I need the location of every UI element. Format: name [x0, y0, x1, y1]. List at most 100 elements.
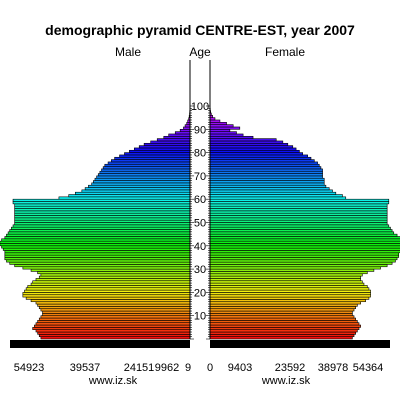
female-bar-age-81	[209, 147, 297, 151]
male-bar-age-26	[38, 275, 191, 279]
male-bar-age-79	[124, 152, 191, 156]
age-tick-label-20: 20	[194, 287, 206, 299]
male-bar-age-80	[129, 149, 191, 153]
female-bar-age-0	[209, 336, 353, 340]
male-bar-age-70	[97, 173, 191, 177]
male-bar-age-48	[12, 224, 191, 228]
male-bar-age-83	[143, 142, 191, 146]
female-bar-age-70	[209, 173, 323, 177]
female-bar-age-35	[209, 254, 400, 258]
female-bar-age-84	[209, 140, 284, 144]
female-bar-age-28	[209, 271, 368, 275]
female-bar-age-54	[209, 210, 388, 214]
female-bar-age-23	[209, 282, 365, 286]
female-bar-age-16	[209, 299, 366, 303]
male-bar-age-22	[27, 285, 191, 289]
female-bar-age-12	[209, 308, 355, 312]
x-tick-right-1: 9403	[228, 362, 252, 374]
female-bar-age-4	[209, 327, 360, 330]
male-bar-age-63	[81, 189, 191, 193]
male-bar-age-31	[14, 264, 191, 268]
female-bar-age-76	[209, 159, 315, 163]
female-bar-age-2	[209, 331, 356, 335]
male-bar-age-0	[40, 336, 191, 340]
age-tick-label-80: 80	[194, 148, 206, 160]
male-bar-age-50	[14, 219, 191, 223]
female-bar-age-34	[209, 257, 398, 261]
male-bar-age-39	[1, 245, 191, 249]
male-bar-age-27	[40, 273, 191, 277]
male-bar-age-8	[38, 317, 191, 321]
male-bar-age-42	[1, 238, 191, 242]
female-bar-age-27	[209, 273, 363, 277]
female-bar-age-49	[209, 222, 388, 226]
age-tick-labels: 10 20 30 40 50 60 70 80 90 100	[191, 101, 209, 323]
female-bar-age-8	[209, 317, 356, 321]
female-bar-age-6	[209, 322, 360, 326]
male-bar-age-65	[88, 184, 191, 188]
male-bar-age-16	[30, 299, 191, 303]
male-bar-age-49	[14, 222, 191, 226]
male-bar-age-82	[138, 145, 191, 149]
female-bar-age-93	[209, 119, 221, 123]
female-bar-age-25	[209, 278, 361, 282]
age-axis-band	[189, 60, 211, 340]
male-bar-age-44	[6, 233, 191, 237]
male-bar-age-36	[4, 252, 191, 256]
female-bar-age-91	[209, 124, 234, 128]
female-bar-age-5	[209, 324, 361, 328]
age-axis-background	[190, 60, 210, 339]
female-bar-age-82	[209, 145, 294, 149]
female-bar-age-69	[209, 175, 323, 179]
female-bar-age-50	[209, 219, 388, 223]
female-bar-age-3	[209, 329, 358, 333]
female-bar-age-48	[209, 224, 390, 228]
male-bar-age-34	[4, 257, 191, 261]
male-bar-age-89	[179, 129, 191, 132]
male-baseline	[10, 340, 190, 348]
female-bar-age-40	[209, 243, 400, 247]
female-bar-age-66	[209, 182, 325, 186]
female-bar-age-18	[209, 294, 371, 298]
male-bar-age-25	[35, 278, 191, 282]
female-bar-age-11	[209, 310, 353, 314]
age-tick-label-10: 10	[194, 311, 206, 323]
male-bar-age-4	[32, 327, 191, 330]
x-tick-right-0: 0	[207, 362, 213, 374]
male-bar-age-84	[150, 140, 191, 144]
age-tick-label-60: 60	[194, 194, 206, 206]
age-tick-label-100: 100	[191, 101, 209, 113]
male-bar-age-29	[30, 268, 191, 272]
male-bar-age-87	[168, 133, 191, 137]
male-bar-age-46	[9, 229, 191, 233]
female-bar-age-52	[209, 215, 388, 219]
male-bar-age-68	[94, 177, 191, 181]
age-header: Age	[189, 45, 211, 59]
age-tick-label-50: 50	[194, 218, 206, 230]
male-bar-age-71	[99, 170, 191, 174]
male-bar-age-24	[32, 280, 191, 284]
male-bar-age-74	[104, 163, 191, 167]
female-bar-age-94	[209, 117, 216, 121]
male-bar-age-33	[6, 259, 191, 263]
male-bar-age-7	[37, 320, 191, 323]
male-bar-age-67	[93, 180, 191, 184]
female-bar-age-86	[209, 135, 254, 139]
male-bar-age-81	[133, 147, 191, 151]
male-bar-age-51	[14, 217, 191, 221]
male-bar-age-21	[25, 287, 191, 291]
female-bar-age-32	[209, 261, 393, 265]
female-bar-age-75	[209, 161, 318, 165]
female-bar-age-65	[209, 184, 327, 188]
male-bar-age-28	[37, 271, 191, 275]
x-tick-right-3: 38978	[318, 362, 349, 374]
male-bar-age-58	[12, 201, 191, 205]
baseline-bar	[10, 340, 390, 348]
female-bar-age-15	[209, 301, 361, 305]
female-bar-age-74	[209, 163, 320, 167]
x-tick-right-2: 23592	[275, 362, 306, 374]
male-bar-age-15	[35, 301, 191, 305]
male-bar-age-90	[183, 126, 191, 130]
female-bar-age-77	[209, 156, 312, 160]
female-bar-age-68	[209, 177, 325, 181]
